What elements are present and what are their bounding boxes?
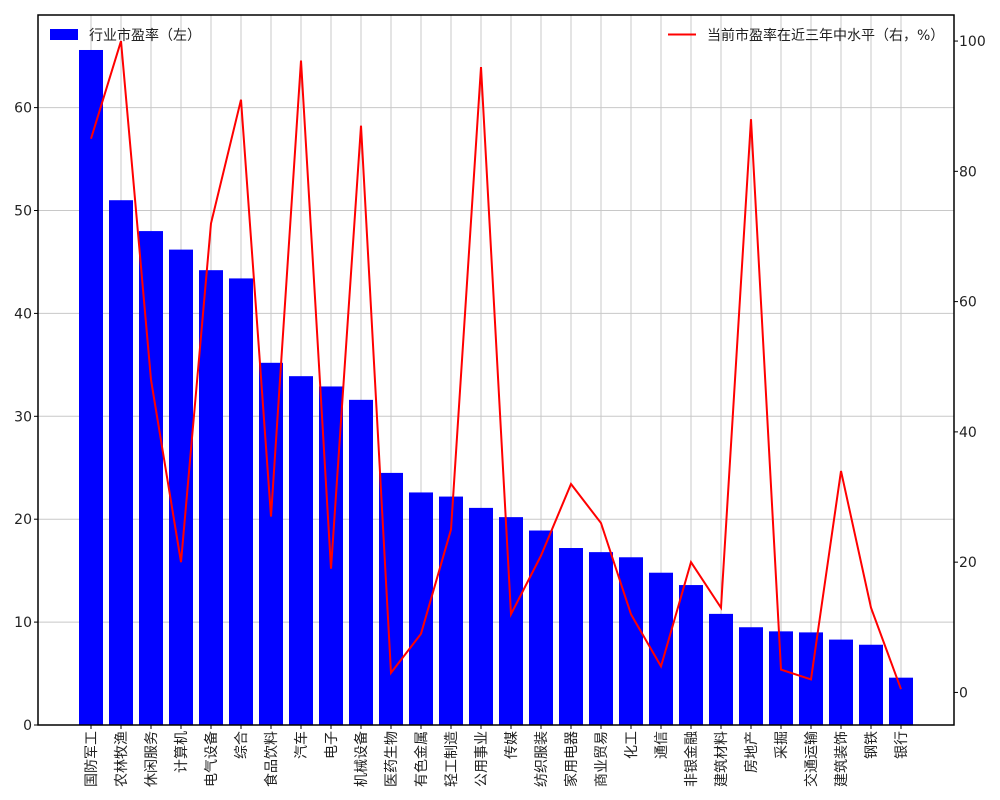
legend-label-bars: 行业市盈率（左） (89, 27, 201, 44)
legend-swatch-bars (50, 29, 78, 40)
x-tick-label: 建筑装饰 (834, 731, 850, 787)
bar-传媒 (499, 517, 523, 725)
x-tick-label: 医药生物 (384, 731, 400, 787)
x-tick-label: 农林牧渔 (114, 731, 130, 787)
axes: 0 10 20 30 40 50 60 0 20 40 60 80 100 国防军工 农林牧渔 休闲服务 计算机… (14, 14, 986, 787)
left-tick-label: 0 (23, 718, 32, 734)
right-tick-label: 60 (959, 295, 977, 311)
bar-机械设备 (349, 399, 373, 725)
line-series (90, 40, 902, 690)
x-tick-label: 银行 (894, 731, 910, 759)
line-path (90, 40, 902, 690)
x-tick-label: 计算机 (174, 731, 190, 773)
bar-农林牧渔 (109, 200, 133, 725)
right-tick-label: 100 (959, 34, 986, 50)
right-tick-label: 80 (959, 164, 977, 180)
legend-entry-bars: 行业市盈率（左） (50, 27, 201, 44)
bar-化工 (619, 557, 643, 725)
x-tick-label: 商业贸易 (594, 731, 610, 787)
x-tick-label: 房地产 (744, 731, 760, 773)
bar-银行 (889, 677, 913, 725)
left-tick-label: 30 (14, 409, 32, 425)
bar-电气设备 (199, 270, 223, 725)
bar-休闲服务 (139, 231, 163, 725)
left-tick-label: 60 (14, 101, 32, 117)
x-tick-label: 采掘 (774, 731, 790, 759)
bar-商业贸易 (589, 552, 613, 725)
x-tick-label: 轻工制造 (444, 731, 460, 787)
x-tick-label: 电子 (324, 731, 340, 759)
bar-钢铁 (859, 644, 883, 725)
x-tick-label: 休闲服务 (144, 731, 160, 787)
bar-房地产 (739, 627, 763, 725)
x-tick-label: 汽车 (293, 731, 310, 759)
bar-series (79, 49, 913, 725)
bar-建筑材料 (709, 613, 733, 725)
bar-非银金融 (679, 585, 703, 725)
x-tick-label: 化工 (624, 731, 640, 759)
right-tick-label: 40 (959, 425, 977, 441)
x-tick-label: 综合 (234, 731, 250, 759)
x-tick-label: 传媒 (504, 731, 520, 759)
right-tick-label: 0 (959, 685, 968, 701)
x-tick-label: 公用事业 (474, 731, 490, 787)
bar-纺织服装 (529, 530, 553, 725)
x-tick-label: 有色金属 (413, 731, 430, 787)
plot-frame (37, 14, 955, 726)
x-tick-label: 电气设备 (203, 731, 220, 787)
x-tick-label: 建筑材料 (714, 731, 730, 787)
left-tick-label: 20 (14, 512, 32, 528)
bar-公用事业 (469, 507, 493, 725)
left-tick-label: 40 (14, 306, 32, 322)
bar-轻工制造 (439, 496, 463, 725)
left-tick-label: 50 (14, 204, 32, 220)
bar-通信 (649, 572, 673, 725)
bar-计算机 (169, 249, 193, 725)
bar-采掘 (769, 631, 793, 725)
legend-label-line: 当前市盈率在近三年中水平（右，%） (707, 27, 944, 44)
x-tick-label: 非银金融 (684, 731, 700, 787)
bar-有色金属 (409, 492, 433, 725)
x-tick-label: 通信 (654, 731, 670, 759)
x-tick-label: 国防军工 (84, 731, 100, 787)
x-tick-label: 钢铁 (864, 731, 880, 759)
x-tick-label: 食品饮料 (263, 731, 280, 787)
bar-食品饮料 (259, 362, 283, 725)
bar-建筑装饰 (829, 639, 853, 725)
x-tick-label: 机械设备 (353, 731, 370, 787)
bar-汽车 (289, 376, 313, 725)
bar-国防军工 (79, 49, 103, 725)
x-tick-label: 交通运输 (803, 731, 820, 787)
x-tick-label: 纺织服装 (534, 731, 550, 787)
legend-entry-line: 当前市盈率在近三年中水平（右，%） (668, 27, 944, 44)
left-tick-label: 10 (14, 615, 32, 631)
x-tick-label: 家用电器 (563, 731, 580, 787)
bar-综合 (229, 278, 253, 725)
right-tick-label: 20 (959, 555, 977, 571)
legend: 行业市盈率（左） 当前市盈率在近三年中水平（右，%） (50, 27, 944, 44)
bar-家用电器 (559, 548, 583, 725)
